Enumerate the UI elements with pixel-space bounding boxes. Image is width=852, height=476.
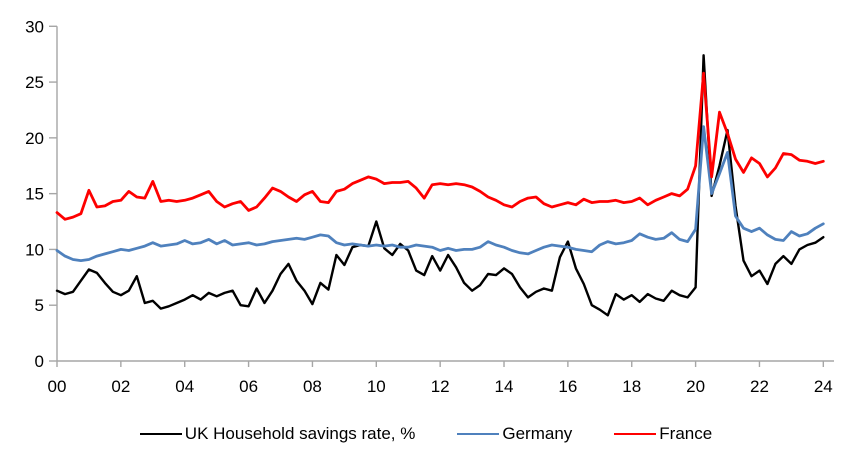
france-line xyxy=(55,71,825,221)
x-tick-label: 02 xyxy=(111,377,130,396)
x-tick-label: 18 xyxy=(622,377,641,396)
x-tick-label: 20 xyxy=(686,377,705,396)
y-tick-label: 20 xyxy=(25,129,44,148)
uk-line xyxy=(55,54,825,317)
x-tick-label: 14 xyxy=(495,377,514,396)
legend-label-uk: UK Household savings rate, % xyxy=(184,424,416,443)
x-tick-label: 00 xyxy=(48,377,67,396)
uk-line-swatch xyxy=(139,432,182,436)
x-tick-label: 04 xyxy=(175,377,194,396)
germany-line xyxy=(55,125,825,263)
y-tick-label: 10 xyxy=(25,240,44,259)
y-tick-label: 0 xyxy=(35,352,44,371)
y-tick-label: 5 xyxy=(35,296,44,315)
germany-line-swatch xyxy=(457,432,500,436)
france-line-swatch xyxy=(614,432,657,436)
legend: UK Household savings rate, % Germany Fra… xyxy=(0,424,852,444)
x-tick-label: 06 xyxy=(239,377,258,396)
x-tick-label: 16 xyxy=(558,377,577,396)
legend-item-france: France xyxy=(614,424,712,444)
y-tick-label: 15 xyxy=(25,185,44,204)
legend-item-germany: Germany xyxy=(457,424,572,444)
legend-label-germany: Germany xyxy=(502,424,573,443)
legend-item-uk: UK Household savings rate, % xyxy=(139,424,416,444)
x-tick-label: 22 xyxy=(750,377,769,396)
y-tick-label: 30 xyxy=(25,17,44,36)
y-tick-label: 25 xyxy=(25,73,44,92)
savings-rate-line-chart: 0 5 10 15 20 25 30 00 02 04 06 08 10 12 14 16 18 20 22 24 xyxy=(25,17,834,396)
x-tick-label: 12 xyxy=(431,377,450,396)
x-tick-label: 08 xyxy=(303,377,322,396)
x-tick-label: 10 xyxy=(367,377,386,396)
legend-label-france: France xyxy=(659,424,713,443)
x-tick-label: 24 xyxy=(814,377,833,396)
